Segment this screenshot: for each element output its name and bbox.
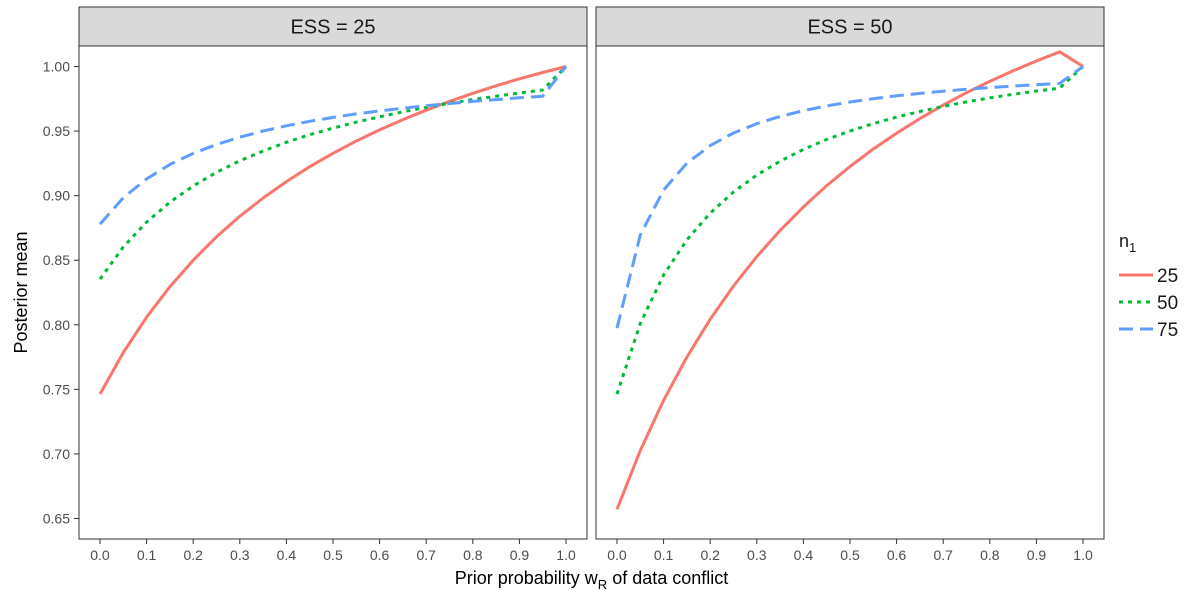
x-tick-label: 0.8: [980, 547, 1000, 563]
x-tick-label: 0.5: [323, 547, 343, 563]
y-tick-label: 0.85: [43, 252, 70, 268]
y-tick-label: 0.80: [43, 317, 70, 333]
legend-label-50: 50: [1157, 293, 1178, 314]
x-tick-label: 0.0: [90, 547, 110, 563]
x-tick-label: 0.3: [747, 547, 767, 563]
series-line-n1-75-panel-1: [98, 65, 568, 226]
x-tick-label: 0.2: [183, 547, 203, 563]
x-axis-title-main: Prior probability w: [455, 568, 599, 588]
x-tick-label: 0.9: [510, 547, 530, 563]
x-tick-label: 0.9: [1027, 547, 1047, 563]
x-axis-title-subscript: R: [598, 577, 607, 590]
facet-strip-label-2: ESS = 50: [807, 17, 892, 39]
series-line-n1-25-panel-1: [98, 65, 567, 395]
y-tick-label: 0.75: [43, 381, 70, 397]
x-tick-label: 0.7: [416, 547, 436, 563]
legend-label-75: 75: [1157, 320, 1178, 341]
x-tick-label: 0.4: [794, 547, 814, 563]
facet-strip-1: [78, 6, 588, 47]
series-line-n1-50-panel-1: [98, 65, 568, 280]
x-axis-title: Prior probability wR of data conflict: [455, 568, 729, 590]
y-tick-label: 1.00: [43, 59, 70, 75]
panel-border-1: [78, 45, 588, 540]
y-tick-label: 0.70: [43, 446, 70, 462]
series-line-n1-25-panel-2: [615, 50, 1084, 510]
x-tick-label: 0.5: [840, 547, 860, 563]
legend-label-25: 25: [1157, 266, 1178, 287]
panel-border-2: [595, 45, 1105, 540]
y-tick-label: 0.90: [43, 188, 70, 204]
series-line-n1-50-panel-2: [615, 65, 1085, 395]
series-line-n1-75-panel-2: [615, 65, 1084, 329]
x-tick-label: 1.0: [1073, 547, 1093, 563]
x-tick-label: 0.0: [607, 547, 627, 563]
facet-strip-2: [595, 6, 1105, 47]
x-tick-label: 0.3: [230, 547, 250, 563]
x-tick-label: 0.7: [933, 547, 953, 563]
x-tick-label: 0.8: [463, 547, 483, 563]
legend-title-subscript: 1: [1129, 240, 1136, 255]
facet-strip-label-1: ESS = 25: [290, 17, 375, 39]
legend-title: n1: [1119, 231, 1136, 255]
x-tick-label: 0.1: [137, 547, 157, 563]
x-tick-label: 1.0: [556, 547, 576, 563]
y-axis-title: Posterior mean: [11, 231, 31, 353]
x-tick-label: 0.6: [887, 547, 907, 563]
y-tick-label: 0.95: [43, 123, 70, 139]
x-tick-label: 0.1: [654, 547, 674, 563]
x-tick-label: 0.6: [370, 547, 390, 563]
legend-title-main: n: [1119, 231, 1129, 251]
x-axis-title-rest: of data conflict: [607, 568, 728, 588]
y-tick-label: 0.65: [43, 510, 70, 526]
x-tick-label: 0.4: [277, 547, 297, 563]
x-tick-label: 0.2: [700, 547, 720, 563]
